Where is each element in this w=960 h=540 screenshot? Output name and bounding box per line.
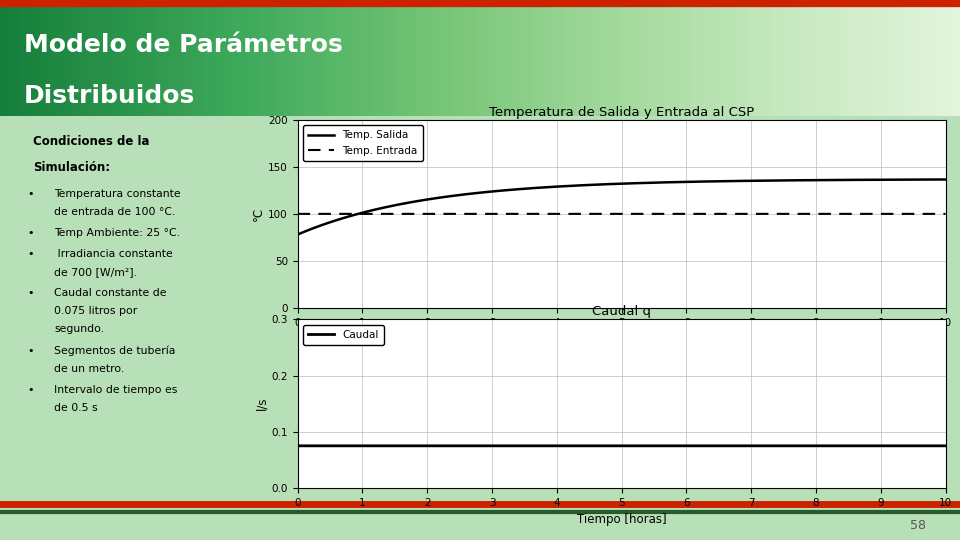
Temp. Entrada (324, 211, 336, 217)
Title: Caudal q: Caudal q (592, 305, 651, 318)
Temp. Salida (324, 219, 336, 225)
Text: de 0.5 s: de 0.5 s (55, 403, 98, 413)
Text: •: • (28, 288, 35, 299)
Text: Caudal constante de: Caudal constante de (55, 288, 167, 299)
Text: segundo.: segundo. (55, 325, 105, 334)
Caudal (292, 443, 303, 449)
Text: •: • (28, 188, 35, 199)
Caudal (802, 443, 813, 449)
X-axis label: Tiempo [horas]: Tiempo [horas] (577, 514, 666, 526)
Temp. Entrada (292, 211, 303, 217)
Text: de un metro.: de un metro. (55, 364, 125, 374)
Text: Temp Ambiente: 25 °C.: Temp Ambiente: 25 °C. (55, 228, 180, 238)
Legend: Caudal: Caudal (302, 325, 384, 345)
Y-axis label: °C: °C (252, 207, 265, 221)
Temp. Entrada (607, 211, 618, 217)
Text: Condiciones de la: Condiciones de la (33, 134, 150, 147)
Caudal (921, 443, 932, 449)
Text: •: • (28, 385, 35, 395)
Temp. Salida (921, 176, 932, 183)
Line: Temp. Salida: Temp. Salida (298, 179, 946, 234)
Temp. Salida (589, 181, 601, 188)
X-axis label: Tiempo [horas]: Tiempo [horas] (577, 333, 666, 346)
Title: Temperatura de Salida y Entrada al CSP: Temperatura de Salida y Entrada al CSP (489, 106, 755, 119)
Text: Irradiancia constante: Irradiancia constante (55, 249, 173, 259)
Text: Distribuidos: Distribuidos (24, 84, 195, 107)
Temp. Salida (802, 177, 813, 184)
Temp. Entrada (589, 211, 601, 217)
Y-axis label: l/s: l/s (255, 397, 269, 410)
Text: de entrada de 100 °C.: de entrada de 100 °C. (55, 207, 176, 217)
Text: 58: 58 (910, 519, 926, 532)
Temp. Salida (607, 181, 618, 187)
Caudal (940, 443, 951, 449)
Caudal (589, 443, 601, 449)
Caudal (607, 443, 618, 449)
Caudal (324, 443, 336, 449)
Legend: Temp. Salida, Temp. Entrada: Temp. Salida, Temp. Entrada (302, 125, 422, 161)
Temp. Salida (940, 176, 951, 183)
Temp. Entrada (940, 211, 951, 217)
Temp. Salida (921, 176, 932, 183)
Text: Simulación:: Simulación: (33, 160, 110, 174)
Text: Segmentos de tubería: Segmentos de tubería (55, 346, 176, 356)
Text: Temperatura constante: Temperatura constante (55, 188, 180, 199)
Temp. Entrada (921, 211, 932, 217)
Text: 0.075 litros por: 0.075 litros por (55, 306, 137, 316)
Text: •: • (28, 346, 35, 356)
Temp. Entrada (921, 211, 932, 217)
Text: Modelo de Parámetros: Modelo de Parámetros (24, 32, 343, 57)
Temp. Salida (292, 231, 303, 238)
Text: de 700 [W/m²].: de 700 [W/m²]. (55, 267, 137, 277)
Caudal (921, 443, 932, 449)
Temp. Entrada (802, 211, 813, 217)
Text: •: • (28, 228, 35, 238)
Text: •: • (28, 249, 35, 259)
Text: Intervalo de tiempo es: Intervalo de tiempo es (55, 385, 178, 395)
